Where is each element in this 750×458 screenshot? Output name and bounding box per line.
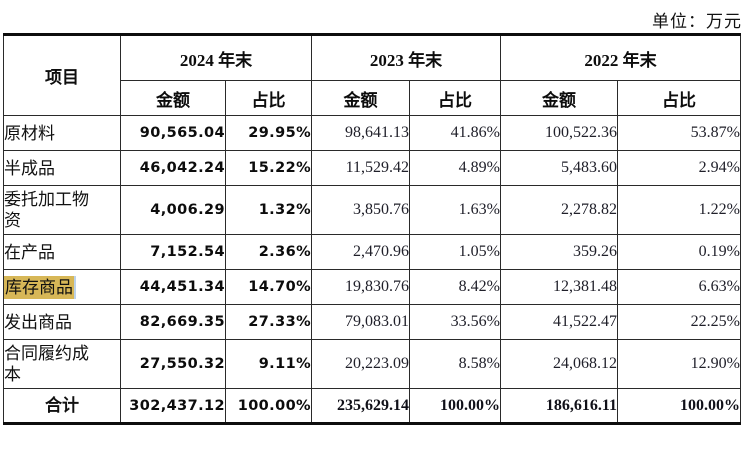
- unit-label: 单位：万元: [652, 12, 742, 31]
- cell-2022-amount: 5,483.60: [500, 150, 618, 186]
- cell-2024-ratio: 29.95%: [225, 115, 312, 151]
- row-label-text: 半成品: [4, 158, 56, 178]
- cell-2022-ratio: 12.90%: [617, 339, 741, 389]
- row-label: 在产品: [3, 234, 121, 270]
- cell-2023-amount: 98,641.13: [311, 115, 410, 151]
- cell-2023-amount: 11,529.42: [311, 150, 410, 186]
- header-item: 项目: [3, 34, 121, 116]
- cell-2023-ratio: 1.05%: [409, 234, 501, 270]
- cell-2023-ratio: 4.89%: [409, 150, 501, 186]
- header-ratio-2024: 占比: [225, 80, 312, 116]
- table-header-year-row: 项目 2024 年末 2023 年末 2022 年末: [3, 34, 741, 116]
- cell-2024-ratio: 14.70%: [225, 269, 312, 305]
- row-label-text: 发出商品: [4, 312, 73, 332]
- cell-2024-amount: 44,451.34: [120, 269, 226, 305]
- header-amount-2023: 金额: [311, 80, 410, 116]
- table-row-inventory-goods: 库存商品 44,451.34 14.70% 19,830.76 8.42% 12…: [3, 269, 741, 305]
- table-row-work-in-progress: 在产品 7,152.54 2.36% 2,470.96 1.05% 359.26…: [3, 234, 741, 270]
- row-label: 合同履约成本: [3, 339, 121, 389]
- cell-2023-amount: 20,223.09: [311, 339, 410, 389]
- cell-2023-amount: 2,470.96: [311, 234, 410, 270]
- cell-2022-amount: 186,616.11: [500, 388, 618, 424]
- row-label: 半成品: [3, 150, 121, 186]
- cell-2023-amount: 19,830.76: [311, 269, 410, 305]
- cell-2023-amount: 3,850.76: [311, 185, 410, 235]
- cell-2022-amount: 12,381.48: [500, 269, 618, 305]
- cell-2022-amount: 41,522.47: [500, 304, 618, 340]
- cell-2024-amount: 90,565.04: [120, 115, 226, 151]
- cell-2022-ratio: 0.19%: [617, 234, 741, 270]
- row-label: 原材料: [3, 115, 121, 151]
- header-amount-2022: 金额: [500, 80, 618, 116]
- header-ratio-2023: 占比: [409, 80, 501, 116]
- cell-2023-ratio: 100.00%: [409, 388, 501, 424]
- table-row-contract-performance-cost: 合同履约成本 27,550.32 9.11% 20,223.09 8.58% 2…: [3, 339, 741, 389]
- cell-2022-amount: 100,522.36: [500, 115, 618, 151]
- table-row-total: 合计 302,437.12 100.00% 235,629.14 100.00%…: [3, 388, 741, 424]
- header-year-2023: 2023 年末: [311, 34, 501, 81]
- cell-2023-ratio: 33.56%: [409, 304, 501, 340]
- cell-2024-amount: 302,437.12: [120, 388, 226, 424]
- cell-2024-amount: 4,006.29: [120, 185, 226, 235]
- cell-2024-amount: 46,042.24: [120, 150, 226, 186]
- table-row-semi-finished: 半成品 46,042.24 15.22% 11,529.42 4.89% 5,4…: [3, 150, 741, 186]
- cell-2024-ratio: 15.22%: [225, 150, 312, 186]
- header-year-2022: 2022 年末: [500, 34, 741, 81]
- cell-2024-ratio: 9.11%: [225, 339, 312, 389]
- cell-2023-ratio: 1.63%: [409, 185, 501, 235]
- highlighted-row-label-text: 库存商品: [4, 275, 74, 299]
- header-year-2024: 2024 年末: [120, 34, 312, 81]
- cell-2024-ratio: 1.32%: [225, 185, 312, 235]
- cell-2024-amount: 7,152.54: [120, 234, 226, 270]
- row-label-text: 在产品: [4, 242, 56, 262]
- cell-2022-ratio: 2.94%: [617, 150, 741, 186]
- row-label: 发出商品: [3, 304, 121, 340]
- row-label-text: 合同履约成本: [4, 344, 90, 384]
- cell-2023-ratio: 8.58%: [409, 339, 501, 389]
- header-amount-2024: 金额: [120, 80, 226, 116]
- row-label: 库存商品: [3, 269, 121, 305]
- cell-2022-ratio: 53.87%: [617, 115, 741, 151]
- cell-2023-ratio: 41.86%: [409, 115, 501, 151]
- table-header-sub-row: 金额 占比 金额 占比 金额 占比: [4, 80, 741, 116]
- header-ratio-2022: 占比: [617, 80, 741, 116]
- cell-2022-amount: 359.26: [500, 234, 618, 270]
- table-row-goods-shipped: 发出商品 82,669.35 27.33% 79,083.01 33.56% 4…: [3, 304, 741, 340]
- cell-2022-ratio: 1.22%: [617, 185, 741, 235]
- inventory-breakdown-table: 项目 2024 年末 2023 年末 2022 年末 金额 占比 金额 占比 金…: [3, 33, 741, 425]
- row-label: 委托加工物资: [3, 185, 121, 235]
- cell-2022-ratio: 22.25%: [617, 304, 741, 340]
- table-row-consigned-materials: 委托加工物资 4,006.29 1.32% 3,850.76 1.63% 2,2…: [3, 185, 741, 235]
- cell-2022-ratio: 6.63%: [617, 269, 741, 305]
- cell-2024-ratio: 100.00%: [225, 388, 312, 424]
- row-label-text: 委托加工物资: [4, 190, 90, 230]
- cell-2022-ratio: 100.00%: [617, 388, 741, 424]
- cell-2022-amount: 2,278.82: [500, 185, 618, 235]
- cell-2023-ratio: 8.42%: [409, 269, 501, 305]
- cell-2024-amount: 82,669.35: [120, 304, 226, 340]
- cell-2022-amount: 24,068.12: [500, 339, 618, 389]
- cell-2024-ratio: 27.33%: [225, 304, 312, 340]
- cell-2024-ratio: 2.36%: [225, 234, 312, 270]
- total-row-label: 合计: [3, 388, 121, 424]
- cell-2024-amount: 27,550.32: [120, 339, 226, 389]
- cell-2023-amount: 79,083.01: [311, 304, 410, 340]
- row-label-text: 原材料: [4, 123, 56, 143]
- cell-2023-amount: 235,629.14: [311, 388, 410, 424]
- table-row-raw-materials: 原材料 90,565.04 29.95% 98,641.13 41.86% 10…: [3, 115, 741, 151]
